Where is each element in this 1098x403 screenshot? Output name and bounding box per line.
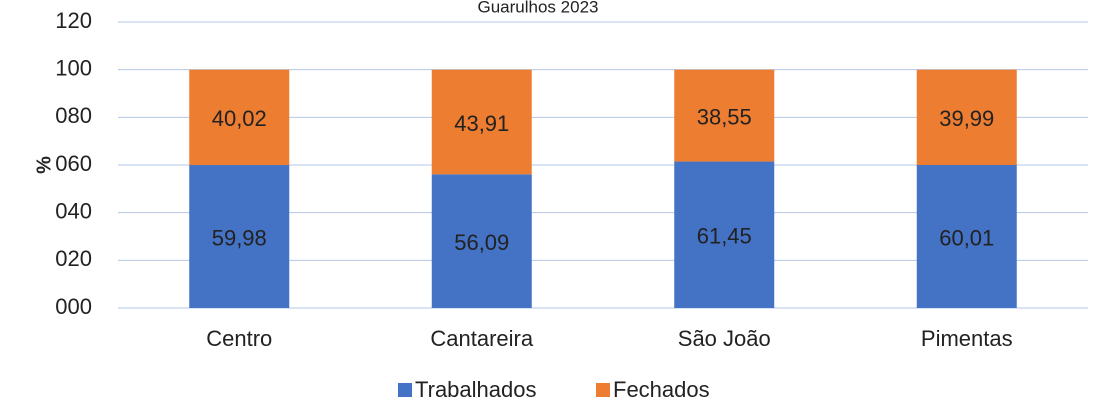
x-tick-label: Cantareira [430,326,533,351]
y-axis-label: % [33,156,55,174]
y-tick-label: 100 [55,55,92,80]
y-tick-label: 120 [55,8,92,33]
bar-segment [916,69,1017,165]
legend-swatch [596,383,610,397]
legend-label: Fechados [613,377,710,402]
data-label: 43,91 [454,111,509,136]
x-tick-label: Centro [206,326,272,351]
y-tick-label: 060 [55,151,92,176]
legend-label: Trabalhados [415,377,536,402]
y-tick-label: 020 [55,246,92,271]
data-label: 59,98 [212,225,267,250]
data-label: 39,99 [939,106,994,131]
x-tick-label: São João [678,326,771,351]
data-label: 60,01 [939,225,994,250]
bar-segment [189,69,290,166]
y-tick-label: 080 [55,103,92,128]
bar-segment [431,69,532,175]
y-tick-label: 000 [55,294,92,319]
bar-segment [674,161,775,308]
data-label: 40,02 [212,106,267,131]
data-label: 61,45 [697,224,752,249]
bar-segment [189,165,290,308]
bar-segment [916,164,1017,308]
x-tick-label: Pimentas [921,326,1013,351]
y-tick-label: 040 [55,198,92,223]
chart-title: Guarulhos 2023 [478,0,599,16]
bar-segment [431,174,532,308]
bar-segment [674,69,775,162]
data-label: 56,09 [454,230,509,255]
data-label: 38,55 [697,104,752,129]
legend-swatch [398,383,412,397]
